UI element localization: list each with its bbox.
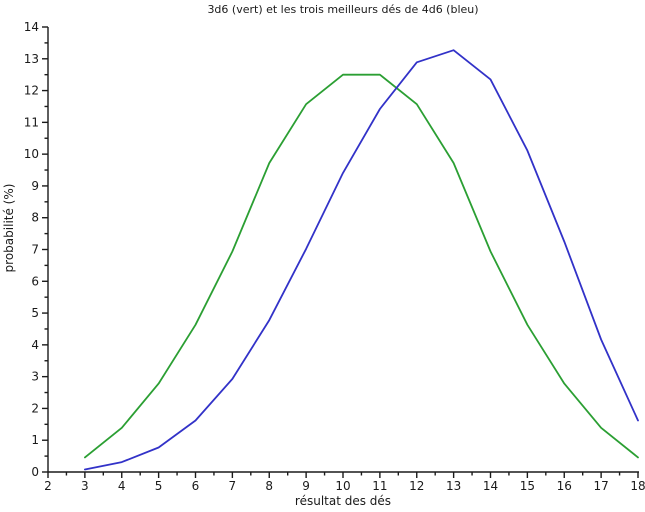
- x-tick-label: 7: [229, 479, 237, 493]
- y-tick-label: 14: [24, 20, 39, 34]
- series-line-3d6: [84, 73, 639, 459]
- x-tick-label: 16: [557, 479, 572, 493]
- x-tick-label: 5: [155, 479, 163, 493]
- y-tick-label: 11: [24, 115, 39, 129]
- x-tick-label: 13: [446, 479, 461, 493]
- y-tick-label: 5: [31, 306, 39, 320]
- x-tick-label: 12: [409, 479, 424, 493]
- y-tick-label: 0: [31, 465, 39, 479]
- x-axis-label: résultat des dés: [294, 494, 392, 508]
- x-tick-label: 8: [265, 479, 273, 493]
- x-tick-label: 18: [630, 479, 645, 493]
- x-tick-label: 11: [372, 479, 387, 493]
- x-tick-label: 15: [520, 479, 535, 493]
- x-tick-label: 3: [81, 479, 89, 493]
- y-axis-label: probabilité (%): [2, 183, 16, 273]
- y-tick-label: 2: [31, 401, 39, 415]
- x-tick-label: 6: [192, 479, 200, 493]
- x-tick-label: 2: [44, 479, 52, 493]
- x-tick-label: 9: [302, 479, 310, 493]
- y-tick-label: 13: [24, 52, 39, 66]
- y-tick-label: 7: [31, 243, 39, 257]
- x-tick-label: 4: [118, 479, 126, 493]
- y-tick-label: 3: [31, 370, 39, 384]
- chart-title: 3d6 (vert) et les trois meilleurs dés de…: [207, 3, 479, 16]
- series-line-best3of4d6: [84, 49, 639, 471]
- y-tick-label: 12: [24, 84, 39, 98]
- x-tick-label: 17: [593, 479, 608, 493]
- y-tick-label: 1: [31, 433, 39, 447]
- y-tick-label: 4: [31, 338, 39, 352]
- x-tick-label: 14: [483, 479, 498, 493]
- y-tick-label: 9: [31, 179, 39, 193]
- x-tick-label: 10: [335, 479, 350, 493]
- y-tick-label: 8: [31, 211, 39, 225]
- y-tick-label: 10: [24, 147, 39, 161]
- y-tick-label: 6: [31, 274, 39, 288]
